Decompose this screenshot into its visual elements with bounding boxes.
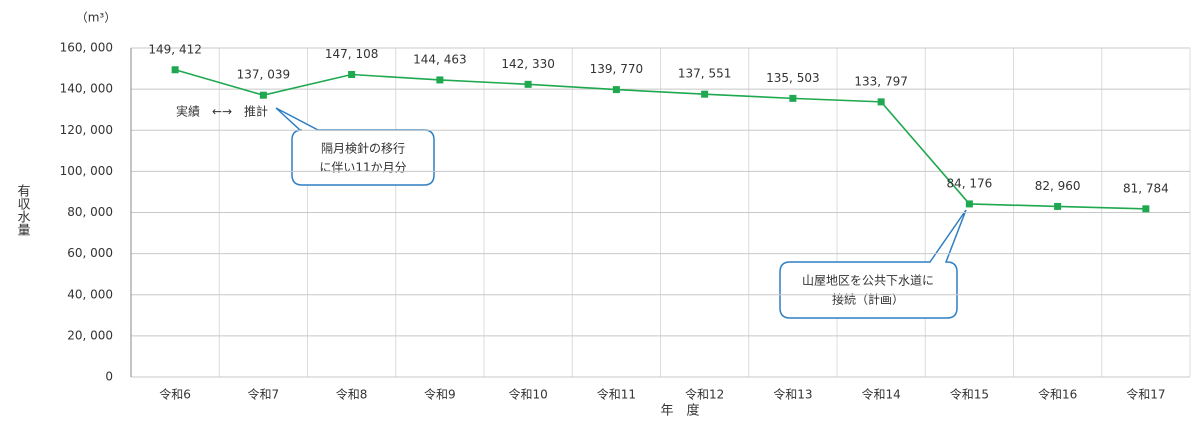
point xyxy=(259,91,267,99)
x-tick-label: 令和10 xyxy=(508,387,547,402)
y-tick-label: 80, 000 xyxy=(67,205,113,219)
x-tick-label: 令和11 xyxy=(597,387,636,402)
point xyxy=(524,80,532,88)
y-tick-label: 0 xyxy=(105,370,113,384)
data-label: 133, 797 xyxy=(854,74,907,88)
callout-text: 山屋地区を公共下水道に xyxy=(802,274,934,288)
point xyxy=(701,90,709,98)
y-tick-label: 120, 000 xyxy=(60,123,113,137)
x-tick-label: 令和14 xyxy=(861,387,900,402)
data-label: 147, 108 xyxy=(325,47,378,61)
callout-box xyxy=(275,107,435,186)
point xyxy=(612,86,620,94)
point xyxy=(965,200,973,208)
x-tick-label: 令和7 xyxy=(248,387,280,402)
y-tick-label: 140, 000 xyxy=(60,82,113,96)
point xyxy=(171,66,179,74)
callout-text: 接続（計画） xyxy=(832,292,904,307)
point xyxy=(348,71,356,79)
x-tick-label: 令和6 xyxy=(159,387,191,402)
y-tick-label: 160, 000 xyxy=(60,41,113,55)
x-axis-label: 年 度 xyxy=(660,403,699,419)
data-label: 149, 412 xyxy=(148,42,201,56)
unit-label: （m³） xyxy=(76,11,117,25)
y-tick-label: 100, 000 xyxy=(60,164,113,178)
data-label: 137, 551 xyxy=(678,67,731,81)
data-label: 82, 960 xyxy=(1035,179,1081,193)
x-tick-label: 令和12 xyxy=(685,387,724,402)
data-label: 139, 770 xyxy=(590,62,643,76)
point xyxy=(1142,205,1150,213)
point xyxy=(789,94,797,102)
y-tick-label: 40, 000 xyxy=(67,287,113,301)
point xyxy=(877,98,885,106)
period-annotation: 実績 ←→ 推計 xyxy=(176,104,268,119)
y-axis-label: 有収水量 xyxy=(15,184,31,236)
x-tick-label: 令和16 xyxy=(1038,387,1077,402)
data-label: 144, 463 xyxy=(413,52,466,66)
callout-text: 隔月検針の移行 xyxy=(321,141,405,156)
data-label: 81, 784 xyxy=(1123,181,1169,195)
data-label: 142, 330 xyxy=(501,57,554,71)
line xyxy=(174,69,1146,210)
x-tick-label: 令和15 xyxy=(950,387,989,402)
point xyxy=(436,76,444,84)
data-label: 135, 503 xyxy=(766,71,819,85)
data-label: 84, 176 xyxy=(946,176,992,190)
x-tick-label: 令和9 xyxy=(424,387,456,402)
y-tick-label: 60, 000 xyxy=(67,246,113,260)
point xyxy=(1054,202,1062,210)
x-tick-label: 令和17 xyxy=(1126,387,1165,402)
x-tick-label: 令和13 xyxy=(773,387,812,402)
callout-box xyxy=(779,209,967,319)
x-tick-label: 令和8 xyxy=(336,387,368,402)
data-label: 137, 039 xyxy=(237,68,290,82)
callout-text: に伴い11か月分 xyxy=(319,161,406,175)
y-tick-label: 20, 000 xyxy=(67,328,113,342)
